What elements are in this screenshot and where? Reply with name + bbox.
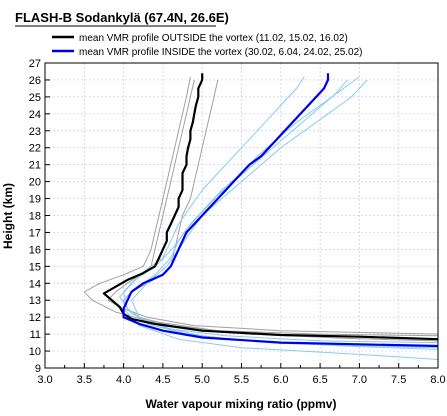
y-tick-label: 24	[29, 109, 41, 121]
y-tick-label: 20	[29, 177, 41, 189]
y-axis-label: Height (km)	[1, 183, 15, 249]
y-tick-label: 17	[29, 227, 41, 239]
x-tick-label: 4.5	[155, 374, 170, 386]
y-tick-label: 10	[29, 346, 41, 358]
legend-label-outside: mean VMR profile OUTSIDE the vortex (11.…	[79, 33, 348, 44]
y-tick-label: 22	[29, 143, 41, 155]
y-tick-label: 18	[29, 211, 41, 223]
chart-title: FLASH-B Sodankylä (67.4N, 26.6E)	[15, 10, 229, 25]
grid	[44, 62, 439, 369]
legend: mean VMR profile OUTSIDE the vortex (11.…	[52, 33, 362, 58]
mean-profiles	[102, 73, 439, 348]
x-tick-label: 3.5	[77, 374, 92, 386]
x-tick-label: 6.0	[273, 374, 288, 386]
y-tick-label: 14	[29, 278, 41, 290]
mean-inside-line	[122, 73, 439, 348]
y-tick-label: 19	[29, 194, 41, 206]
individual-outside-line	[83, 76, 439, 337]
x-axis-ticks: 3.0 3.5 4.0 4.5 5.0 5.5 6.0 6.5 7.0 7.5 8.0	[37, 363, 446, 386]
x-tick-label: 5.5	[234, 374, 249, 386]
x-tick-label: 3.0	[37, 374, 52, 386]
x-tick-label: 4.0	[116, 374, 131, 386]
mean-outside-line	[102, 73, 439, 341]
y-tick-label: 25	[29, 92, 41, 104]
y-tick-label: 15	[29, 261, 41, 273]
x-tick-label: 7.0	[352, 374, 367, 386]
x-tick-label: 6.5	[312, 374, 327, 386]
x-tick-label: 7.5	[391, 374, 406, 386]
x-tick-label: 8.0	[430, 374, 445, 386]
y-tick-label: 11	[30, 329, 41, 341]
individual-inside-line	[119, 79, 439, 349]
x-tick-label: 5.0	[195, 374, 210, 386]
y-tick-label: 16	[29, 244, 41, 256]
y-tick-label: 12	[29, 312, 41, 324]
individual-outside-line	[107, 79, 439, 335]
y-tick-label: 21	[29, 160, 41, 172]
y-tick-label: 26	[29, 75, 41, 87]
y-axis-ticks: 9 10 11 12 13 14 15 16 17 18 19 20 21 22 23 24 25 26 27	[29, 58, 50, 375]
y-tick-label: 13	[29, 295, 41, 307]
y-tick-label: 9	[35, 363, 41, 375]
y-tick-label: 23	[29, 126, 41, 138]
legend-label-inside: mean VMR profile INSIDE the vortex (30.0…	[79, 47, 362, 58]
x-axis-label: Water vapour mixing ratio (ppmv)	[146, 397, 337, 411]
y-tick-label: 27	[29, 58, 41, 70]
individual-inside-line	[123, 76, 439, 350]
individual-profiles	[83, 76, 439, 360]
